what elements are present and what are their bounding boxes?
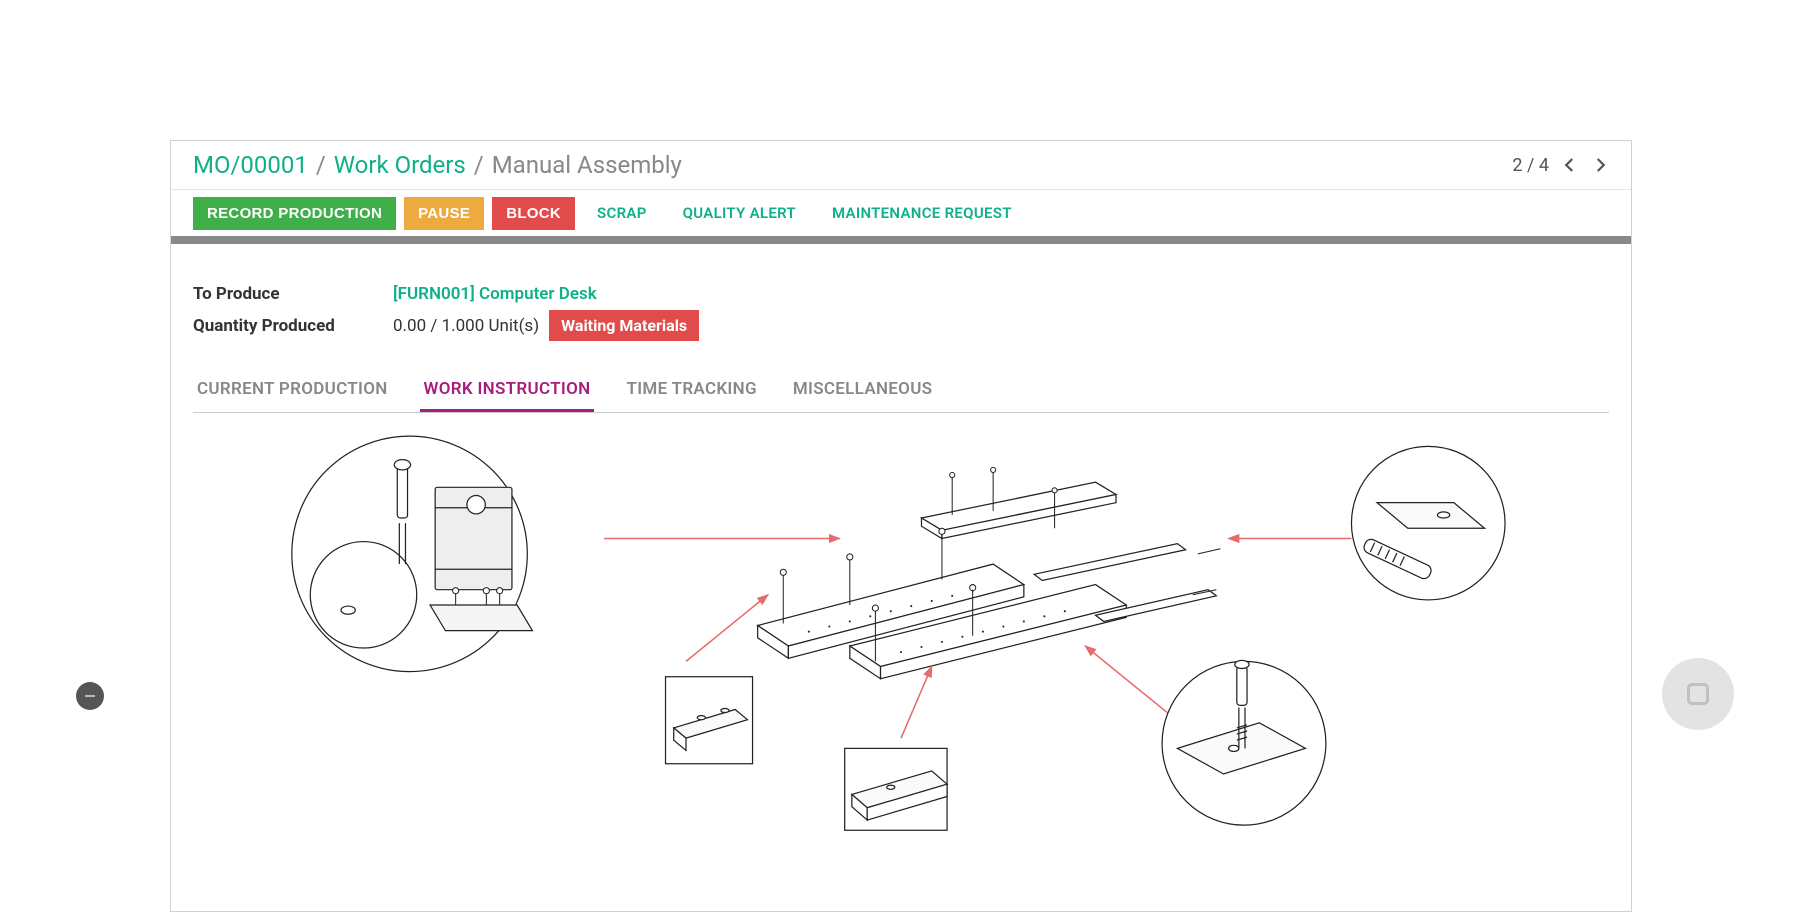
content-area: To Produce [FURN001] Computer Desk Quant… (171, 244, 1631, 911)
chevron-right-icon[interactable] (1591, 156, 1609, 174)
breadcrumb-work-orders[interactable]: Work Orders (334, 151, 466, 179)
tab-current-production[interactable]: CURRENT PRODUCTION (193, 371, 392, 412)
status-badge: Waiting Materials (549, 310, 699, 341)
block-button[interactable]: BLOCK (492, 197, 575, 230)
info-grid: To Produce [FURN001] Computer Desk Quant… (193, 284, 1609, 341)
work-instruction-diagram (193, 431, 1609, 861)
qty-produced-label: Quantity Produced (193, 316, 393, 336)
work-order-panel: MO/00001 / Work Orders / Manual Assembly… (170, 140, 1632, 912)
scrap-button[interactable]: SCRAP (583, 196, 661, 230)
pager: 2 / 4 (1512, 155, 1609, 176)
pause-button[interactable]: PAUSE (404, 197, 484, 230)
breadcrumb-sep: / (316, 151, 326, 179)
breadcrumb-sep: / (474, 151, 484, 179)
tab-miscellaneous[interactable]: MISCELLANEOUS (789, 371, 937, 412)
maintenance-request-button[interactable]: MAINTENANCE REQUEST (818, 196, 1026, 230)
breadcrumb-mo[interactable]: MO/00001 (193, 151, 308, 179)
to-produce-label: To Produce (193, 284, 393, 304)
action-bar: RECORD PRODUCTION PAUSE BLOCK SCRAP QUAL… (171, 190, 1631, 244)
breadcrumb-row: MO/00001 / Work Orders / Manual Assembly… (171, 141, 1631, 190)
tab-time-tracking[interactable]: TIME TRACKING (622, 371, 760, 412)
pager-text: 2 / 4 (1512, 155, 1549, 176)
tabs: CURRENT PRODUCTION WORK INSTRUCTION TIME… (193, 371, 1609, 413)
quality-alert-button[interactable]: QUALITY ALERT (669, 196, 810, 230)
breadcrumb: MO/00001 / Work Orders / Manual Assembly (193, 151, 682, 179)
qty-produced-row: 0.00 / 1.000 Unit(s) Waiting Materials (393, 310, 1609, 341)
device-home-button[interactable] (1662, 658, 1734, 730)
record-production-button[interactable]: RECORD PRODUCTION (193, 197, 396, 230)
qty-produced-value: 0.00 / 1.000 Unit(s) (393, 316, 539, 336)
chevron-left-icon[interactable] (1561, 156, 1579, 174)
to-produce-value[interactable]: [FURN001] Computer Desk (393, 284, 597, 304)
device-left-button[interactable] (76, 682, 104, 710)
tab-work-instruction[interactable]: WORK INSTRUCTION (420, 371, 595, 412)
breadcrumb-current: Manual Assembly (492, 151, 682, 179)
assembly-diagram-svg (193, 431, 1609, 861)
